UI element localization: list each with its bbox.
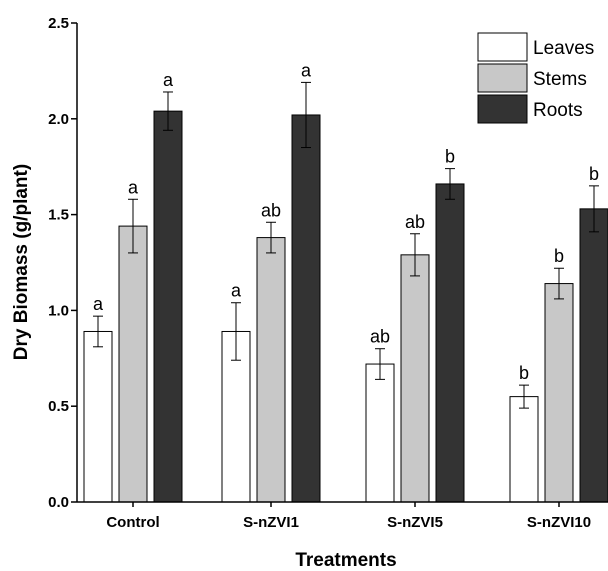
- legend-label-stems: Stems: [533, 69, 587, 90]
- bar-roots: [291, 114, 321, 503]
- y-tick-label: 0.0: [48, 494, 69, 511]
- significance-label: a: [163, 70, 174, 90]
- bar-leaves: [509, 396, 539, 503]
- x-axis-title: Treatments: [295, 550, 396, 571]
- significance-label: a: [128, 177, 139, 197]
- bar-leaves: [365, 363, 395, 503]
- significance-label: b: [519, 363, 529, 383]
- significance-label: ab: [261, 200, 281, 220]
- significance-label: ab: [405, 212, 425, 232]
- bar-stems: [544, 283, 574, 503]
- ticks-layer: 0.0 0.5 1.0 1.5 2.0 2.5 Control S-nZVI1 S-nZVI5 S…: [48, 15, 591, 531]
- bar-stems: [256, 237, 286, 503]
- x-category-label: S-nZVI5: [387, 514, 443, 531]
- significance-label: a: [93, 294, 104, 314]
- significance-label: b: [445, 147, 455, 167]
- legend-swatch-stems: [477, 63, 528, 93]
- y-tick-label: 2.5: [48, 15, 69, 32]
- legend-label-roots: Roots: [533, 100, 583, 121]
- axes-layer: [76, 23, 608, 503]
- bars-layer: a a a a ab a ab ab b b b b: [83, 60, 608, 503]
- y-tick-label: 2.0: [48, 111, 69, 128]
- significance-label: a: [301, 60, 312, 80]
- x-category-label: Control: [106, 514, 159, 531]
- y-tick-label: 1.5: [48, 207, 69, 224]
- bar-leaves: [83, 330, 113, 503]
- y-tick-label: 0.5: [48, 398, 69, 415]
- bar-roots: [435, 183, 465, 503]
- x-category-label: S-nZVI10: [527, 514, 591, 531]
- bar-stems: [400, 254, 430, 503]
- bar-roots: [579, 208, 608, 503]
- significance-label: a: [231, 281, 242, 301]
- x-category-label: S-nZVI1: [243, 514, 299, 531]
- significance-label: b: [589, 164, 599, 184]
- bar-stems: [118, 225, 148, 503]
- significance-label: ab: [370, 327, 390, 347]
- y-axis-title: Dry Biomass (g/plant): [11, 164, 32, 360]
- legend-swatch-leaves: [477, 32, 528, 62]
- y-tick-label: 1.0: [48, 302, 69, 319]
- legend: Leaves Stems Roots: [477, 32, 594, 124]
- significance-label: b: [554, 246, 564, 266]
- legend-label-leaves: Leaves: [533, 38, 594, 59]
- bar-roots: [153, 110, 183, 503]
- legend-swatch-roots: [477, 94, 528, 124]
